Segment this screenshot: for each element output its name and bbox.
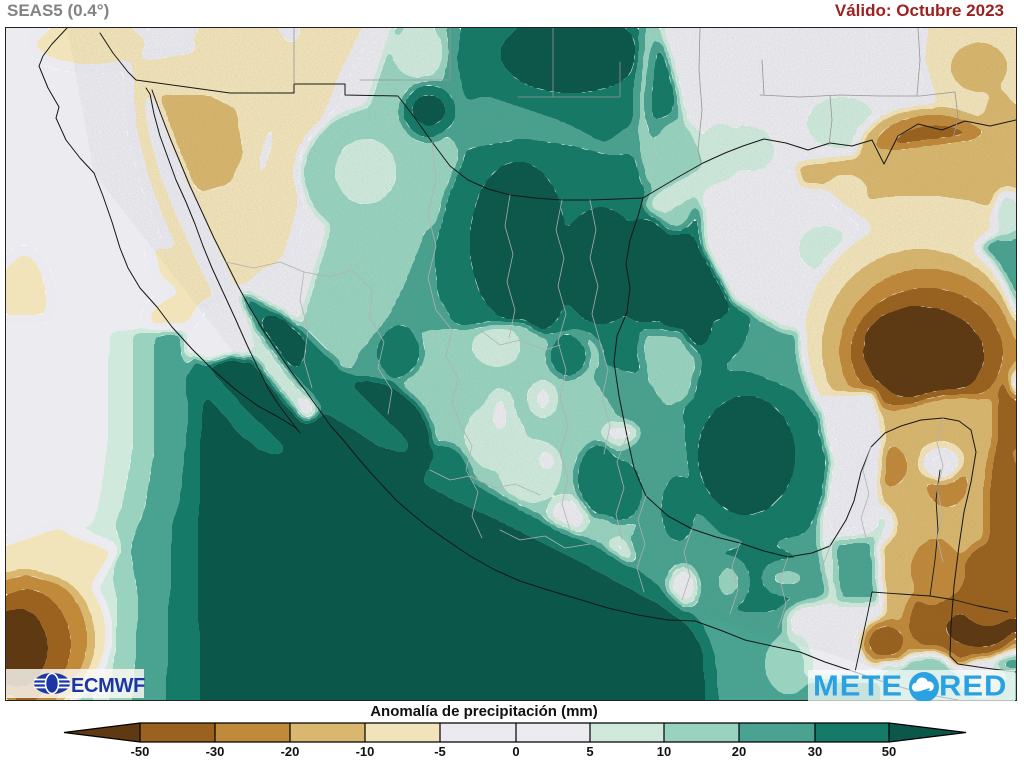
svg-text:10: 10 xyxy=(657,744,671,759)
svg-text:0: 0 xyxy=(512,744,519,759)
svg-text:METE: METE xyxy=(813,671,903,701)
svg-text:-50: -50 xyxy=(131,744,150,759)
svg-text:50: 50 xyxy=(882,744,896,759)
svg-text:ECMWF: ECMWF xyxy=(71,675,145,697)
svg-text:-20: -20 xyxy=(281,744,300,759)
svg-text:-30: -30 xyxy=(206,744,225,759)
svg-text:-5: -5 xyxy=(434,744,446,759)
svg-text:20: 20 xyxy=(732,744,746,759)
svg-text:-10: -10 xyxy=(356,744,375,759)
svg-text:RED: RED xyxy=(939,671,1007,701)
svg-text:5: 5 xyxy=(586,744,593,759)
svg-text:30: 30 xyxy=(808,744,822,759)
